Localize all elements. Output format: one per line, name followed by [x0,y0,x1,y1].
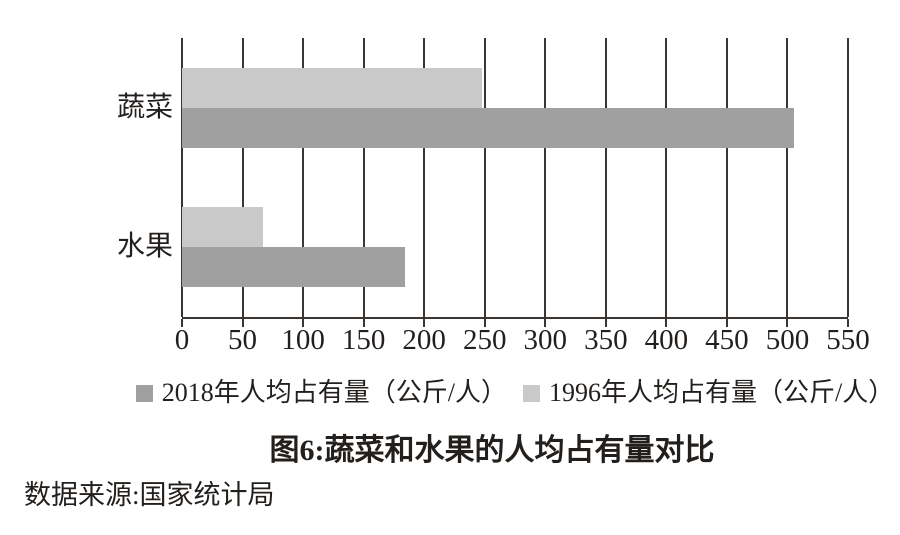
data-source: 数据来源:国家统计局 [24,480,275,510]
x-axis-tick-label: 300 [523,324,568,356]
plot-area [181,38,849,319]
gridline [423,38,426,317]
x-axis-tick-label: 50 [228,324,258,356]
x-axis-tick-label: 0 [174,324,190,356]
x-axis-tick-label: 250 [462,324,507,356]
x-axis-tick [181,319,183,327]
bar-series1-cat1 [182,207,264,248]
category-label: 蔬菜 [116,91,173,123]
gridline [725,38,728,317]
gridline [241,38,244,317]
x-axis-tick [725,319,728,327]
x-axis-tick [483,319,486,327]
x-axis-tick [423,319,426,327]
x-axis: 0 50 100 150 200 250 300 350 400 450 500 550 [175,319,870,365]
x-axis-tick-label: 150 [341,324,386,356]
x-axis-tick-label: 200 [402,324,446,356]
x-axis-tick-label: 450 [705,324,749,356]
legend-item: 1996年人均占有量（公斤/人） [523,378,894,408]
x-axis-tick [786,319,789,327]
x-axis-tick-label: 100 [281,324,325,356]
category-label: 水果 [116,231,173,263]
x-axis-tick-label: 500 [765,324,810,356]
x-axis-tick [847,319,849,327]
gridline [483,38,486,317]
x-axis-tick-label: 550 [826,324,870,356]
x-axis-tick [362,319,365,327]
bar-series0-cat0 [182,107,794,148]
legend-swatch-icon [135,384,153,402]
gridline [181,38,183,317]
gridline [665,38,668,317]
x-axis-tick-label: 400 [644,324,689,356]
x-axis-tick [241,319,244,327]
legend: 2018年人均占有量（公斤/人） 1996年人均占有量（公斤/人） [135,376,894,410]
bar-series1-cat0 [182,67,483,108]
x-axis-tick [665,319,668,327]
gridline [544,38,547,317]
x-axis-tick-label: 350 [584,324,628,356]
x-axis-tick [604,319,607,327]
legend-swatch-icon [523,384,540,402]
gridline [604,38,607,317]
gridline [847,38,849,317]
x-axis-tick [302,319,305,327]
chart-title: 图6:蔬菜和水果的人均占有量对比 [269,434,715,467]
gridline [362,38,365,317]
gridline [786,38,789,317]
legend-label: 1996年人均占有量（公斤/人） [549,378,895,407]
x-axis-tick [544,319,547,327]
legend-label: 2018年人均占有量（公斤/人） [161,378,507,407]
legend-item: 2018年人均占有量（公斤/人） [135,378,507,408]
gridline [302,38,305,317]
bar-series0-cat1 [182,247,405,288]
